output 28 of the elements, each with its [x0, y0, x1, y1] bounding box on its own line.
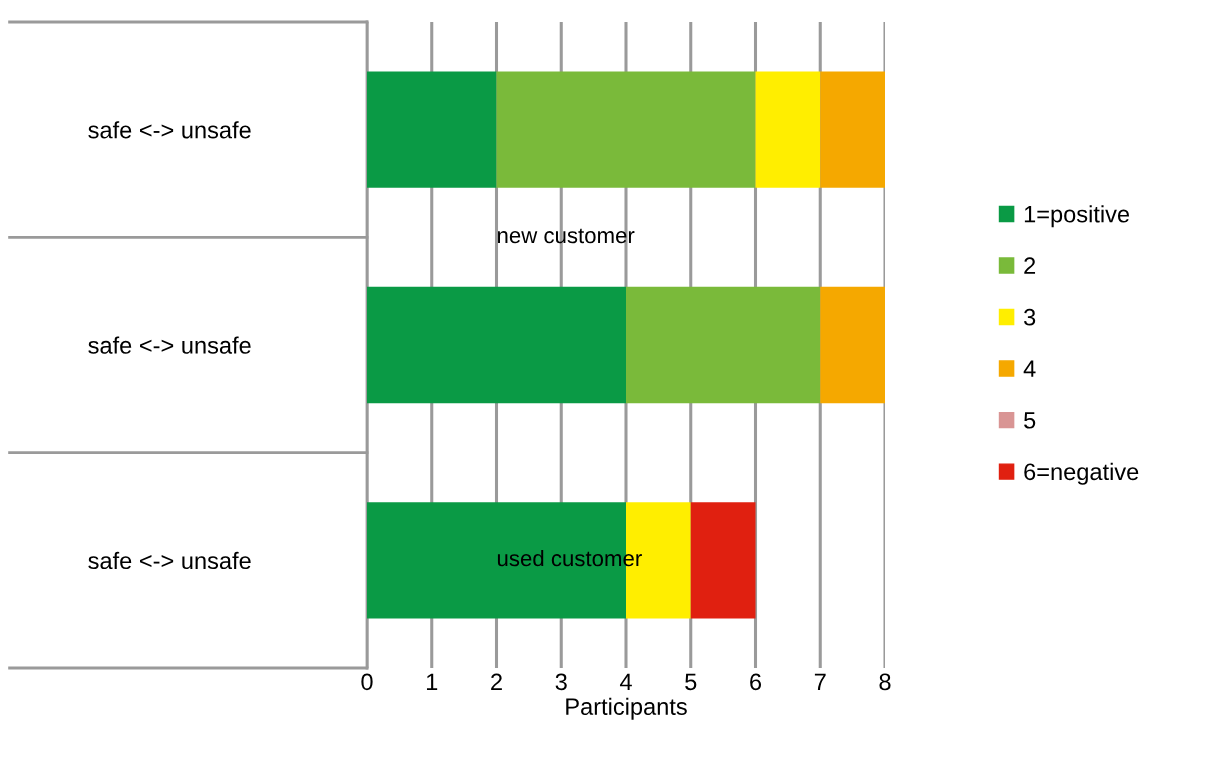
x-tick-label: 5: [685, 673, 697, 691]
x-tick-label: 4: [619, 673, 632, 690]
bar: [496, 71, 756, 188]
x-axis-title: Participants: [566, 697, 687, 720]
legend-label: 2: [1024, 257, 1036, 274]
bar: [755, 71, 821, 188]
x-tick-label: 2: [491, 673, 502, 690]
legend-label: 6=negative: [1024, 462, 1139, 485]
x-tick-label: 7: [814, 673, 826, 690]
bar: [367, 286, 626, 404]
x-tick-label: 8: [879, 673, 891, 691]
legend-label: 5: [1024, 412, 1036, 429]
bar: [626, 286, 821, 404]
legend-label: 4: [1023, 360, 1036, 377]
legend-label: 1=positive: [1024, 205, 1130, 228]
x-tick-label: 6: [750, 673, 762, 691]
y-tick-label: safe <-> unsafe: [88, 336, 251, 354]
legend-label: 3: [1024, 308, 1036, 326]
x-tick-label: 0: [361, 673, 373, 691]
y-tick-label: safe <-> unsafe: [88, 551, 251, 570]
bar: [690, 502, 756, 619]
x-tick-label: 1: [426, 673, 438, 690]
x-tick-label: 3: [555, 673, 567, 691]
bar: [367, 71, 497, 188]
annotation: new customer: [497, 228, 635, 244]
bar: [820, 286, 885, 404]
bar: [820, 71, 885, 188]
y-tick-label: safe <-> unsafe: [88, 121, 251, 139]
